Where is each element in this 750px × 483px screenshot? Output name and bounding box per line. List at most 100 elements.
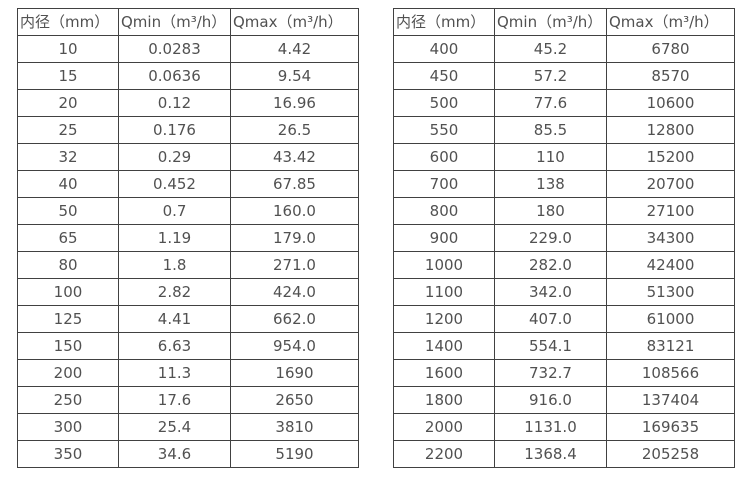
col-header-qmin: Qmin（m³/h） — [118, 8, 231, 36]
cell-qmin: 1.19 — [118, 224, 231, 252]
cell-inner-diameter: 900 — [393, 224, 495, 252]
cell-qmax: 5190 — [230, 440, 359, 468]
cell-qmin: 6.63 — [118, 332, 231, 360]
table-row: 500 77.6 10600 — [393, 89, 735, 117]
cell-inner-diameter: 450 — [393, 62, 495, 90]
cell-qmin: 1368.4 — [494, 440, 607, 468]
table-body: 400 45.2 6780 450 57.2 8570 500 77.6 10600 550 85.… — [393, 35, 735, 468]
cell-qmin: 25.4 — [118, 413, 231, 441]
table-row: 600 110 15200 — [393, 143, 735, 171]
col-header-qmax: Qmax（m³/h） — [230, 8, 359, 36]
cell-qmax: 12800 — [606, 116, 735, 144]
table-row: 350 34.6 5190 — [17, 440, 359, 468]
table-row: 15 0.0636 9.54 — [17, 62, 359, 90]
table-row: 25 0.176 26.5 — [17, 116, 359, 144]
table-row: 125 4.41 662.0 — [17, 305, 359, 333]
table-row: 2200 1368.4 205258 — [393, 440, 735, 468]
cell-qmax: 137404 — [606, 386, 735, 414]
cell-inner-diameter: 550 — [393, 116, 495, 144]
cell-qmax: 20700 — [606, 170, 735, 198]
cell-inner-diameter: 1800 — [393, 386, 495, 414]
cell-qmax: 160.0 — [230, 197, 359, 225]
col-header-qmin: Qmin（m³/h） — [494, 8, 607, 36]
cell-inner-diameter: 600 — [393, 143, 495, 171]
table-body: 10 0.0283 4.42 15 0.0636 9.54 20 0.12 16.96 25 0.1… — [17, 35, 359, 468]
cell-qmax: 67.85 — [230, 170, 359, 198]
table-row: 200 11.3 1690 — [17, 359, 359, 387]
cell-qmin: 0.0283 — [118, 35, 231, 63]
table-row: 1100 342.0 51300 — [393, 278, 735, 306]
cell-qmax: 51300 — [606, 278, 735, 306]
cell-qmax: 8570 — [606, 62, 735, 90]
cell-inner-diameter: 1100 — [393, 278, 495, 306]
cell-qmin: 0.452 — [118, 170, 231, 198]
cell-qmin: 17.6 — [118, 386, 231, 414]
cell-qmax: 424.0 — [230, 278, 359, 306]
cell-qmin: 138 — [494, 170, 607, 198]
cell-qmax: 271.0 — [230, 251, 359, 279]
cell-qmax: 26.5 — [230, 116, 359, 144]
cell-qmin: 342.0 — [494, 278, 607, 306]
header-row: 内径（mm） Qmin（m³/h） Qmax（m³/h） — [17, 8, 359, 36]
cell-inner-diameter: 1000 — [393, 251, 495, 279]
cell-inner-diameter: 40 — [17, 170, 119, 198]
cell-inner-diameter: 1600 — [393, 359, 495, 387]
cell-qmin: 0.0636 — [118, 62, 231, 90]
cell-qmin: 407.0 — [494, 305, 607, 333]
header-row: 内径（mm） Qmin（m³/h） Qmax（m³/h） — [393, 8, 735, 36]
cell-inner-diameter: 350 — [17, 440, 119, 468]
cell-inner-diameter: 150 — [17, 332, 119, 360]
cell-qmax: 9.54 — [230, 62, 359, 90]
cell-qmax: 3810 — [230, 413, 359, 441]
col-header-inner-diameter: 内径（mm） — [393, 8, 495, 36]
cell-qmin: 57.2 — [494, 62, 607, 90]
cell-inner-diameter: 20 — [17, 89, 119, 117]
cell-qmax: 42400 — [606, 251, 735, 279]
table-row: 900 229.0 34300 — [393, 224, 735, 252]
cell-inner-diameter: 50 — [17, 197, 119, 225]
cell-qmin: 45.2 — [494, 35, 607, 63]
cell-qmax: 10600 — [606, 89, 735, 117]
cell-inner-diameter: 1400 — [393, 332, 495, 360]
flow-spec-tables: 内径（mm） Qmin（m³/h） Qmax（m³/h） 10 0.0283 4.4… — [17, 8, 735, 468]
table-row: 80 1.8 271.0 — [17, 251, 359, 279]
table-row: 2000 1131.0 169635 — [393, 413, 735, 441]
cell-qmin: 282.0 — [494, 251, 607, 279]
flow-spec-table-large-diameters: 内径（mm） Qmin（m³/h） Qmax（m³/h） 400 45.2 6780… — [393, 8, 735, 468]
cell-qmin: 732.7 — [494, 359, 607, 387]
cell-qmax: 83121 — [606, 332, 735, 360]
cell-inner-diameter: 1200 — [393, 305, 495, 333]
cell-inner-diameter: 700 — [393, 170, 495, 198]
cell-qmin: 0.176 — [118, 116, 231, 144]
cell-inner-diameter: 65 — [17, 224, 119, 252]
cell-inner-diameter: 2000 — [393, 413, 495, 441]
cell-qmax: 169635 — [606, 413, 735, 441]
cell-inner-diameter: 500 — [393, 89, 495, 117]
cell-qmin: 180 — [494, 197, 607, 225]
cell-inner-diameter: 125 — [17, 305, 119, 333]
cell-qmax: 16.96 — [230, 89, 359, 117]
table-row: 50 0.7 160.0 — [17, 197, 359, 225]
cell-qmin: 4.41 — [118, 305, 231, 333]
cell-inner-diameter: 100 — [17, 278, 119, 306]
cell-inner-diameter: 250 — [17, 386, 119, 414]
table-row: 700 138 20700 — [393, 170, 735, 198]
cell-qmin: 229.0 — [494, 224, 607, 252]
cell-qmax: 4.42 — [230, 35, 359, 63]
cell-qmin: 85.5 — [494, 116, 607, 144]
cell-inner-diameter: 400 — [393, 35, 495, 63]
table-row: 1200 407.0 61000 — [393, 305, 735, 333]
cell-inner-diameter: 10 — [17, 35, 119, 63]
table-row: 100 2.82 424.0 — [17, 278, 359, 306]
table-row: 1600 732.7 108566 — [393, 359, 735, 387]
cell-qmax: 205258 — [606, 440, 735, 468]
cell-qmin: 11.3 — [118, 359, 231, 387]
table-row: 1000 282.0 42400 — [393, 251, 735, 279]
cell-inner-diameter: 300 — [17, 413, 119, 441]
cell-qmin: 34.6 — [118, 440, 231, 468]
cell-qmax: 1690 — [230, 359, 359, 387]
table-row: 1800 916.0 137404 — [393, 386, 735, 414]
cell-inner-diameter: 80 — [17, 251, 119, 279]
cell-qmax: 61000 — [606, 305, 735, 333]
col-header-inner-diameter: 内径（mm） — [17, 8, 119, 36]
